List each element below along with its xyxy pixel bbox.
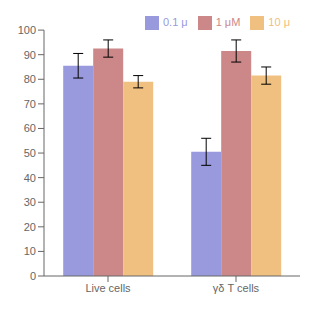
svg-text:10: 10 [24,245,36,257]
html-text:10 μ: 10 μ [268,16,290,28]
svg-text:γδ T cells: γδ T cells [213,282,260,294]
svg-text:50: 50 [24,147,36,159]
html-text:0.1 μ: 0.1 μ [163,16,188,28]
svg-text:80: 80 [24,73,36,85]
svg-text:0: 0 [30,270,36,282]
svg-text:30: 30 [24,196,36,208]
svg-text:20: 20 [24,221,36,233]
svg-text:60: 60 [24,122,36,134]
svg-text:70: 70 [24,98,36,110]
svg-text:40: 40 [24,172,36,184]
svg-text:90: 90 [24,49,36,61]
html-text:1 μM: 1 μM [215,16,241,28]
svg-text:100: 100 [18,24,36,36]
svg-text:Live cells: Live cells [85,282,131,294]
